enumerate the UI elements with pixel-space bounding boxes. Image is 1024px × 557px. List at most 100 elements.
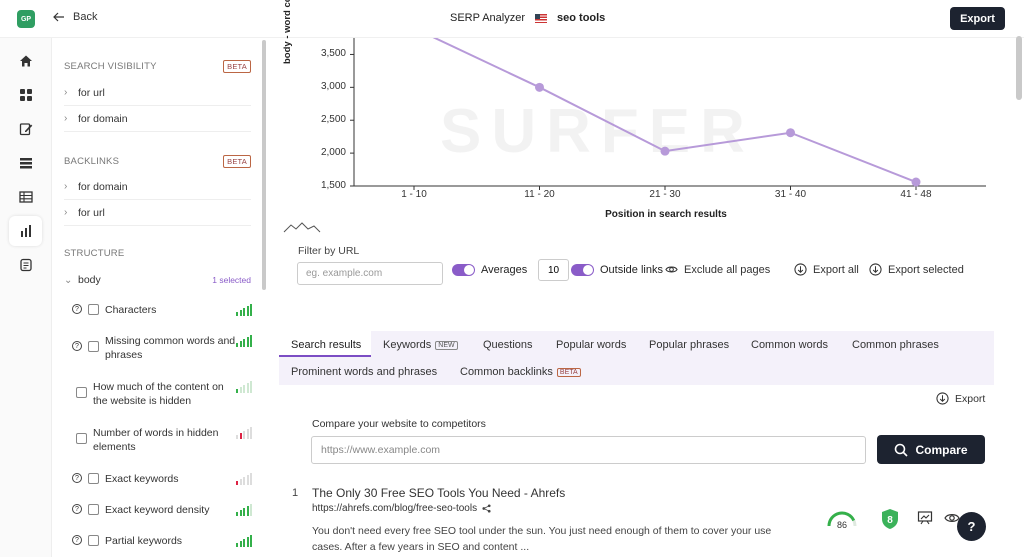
- metric-hidden-words[interactable]: Number of words in hidden elements: [76, 426, 252, 454]
- metric-checkbox[interactable]: [76, 387, 87, 398]
- filter-url-input[interactable]: [297, 262, 443, 285]
- help-icon[interactable]: ?: [72, 341, 82, 351]
- metric-checkbox[interactable]: [88, 341, 99, 352]
- y-tick-label: 1,500: [320, 180, 346, 191]
- exclude-all-pages-button[interactable]: Exclude all pages: [665, 263, 770, 276]
- tab-keywords[interactable]: Keywords NEW: [383, 339, 458, 351]
- back-button[interactable]: Back: [53, 11, 97, 23]
- rail-serp-analyzer[interactable]: [9, 216, 42, 246]
- tab-common-backlinks[interactable]: Common backlinks BETA: [460, 366, 581, 378]
- averages-count-input[interactable]: [538, 259, 569, 281]
- tab-common-words[interactable]: Common words: [751, 339, 828, 351]
- chevron-right-icon: ›: [64, 113, 68, 124]
- x-tick-label: 21 - 30: [649, 189, 681, 200]
- edit-note-icon: [19, 123, 32, 136]
- rail-grid[interactable]: [9, 80, 42, 110]
- results-tabs: [279, 331, 994, 385]
- data-point[interactable]: [911, 177, 921, 187]
- compare-label: Compare your website to competitors: [312, 418, 486, 430]
- compare-label-text: Compare: [915, 442, 968, 457]
- signal-bars-icon: [236, 472, 252, 485]
- tab-label: Keywords: [383, 339, 432, 351]
- help-icon[interactable]: ?: [72, 535, 82, 545]
- rail-document[interactable]: [9, 250, 42, 280]
- page-title-group: SERP Analyzer seo tools: [450, 12, 605, 24]
- outside-links-label: Outside links: [600, 264, 663, 276]
- bar-chart-icon: [20, 225, 31, 237]
- outside-links-toggle[interactable]: [571, 264, 594, 276]
- tab-prominent-words[interactable]: Prominent words and phrases: [291, 366, 437, 378]
- y-tick-label: 2,000: [320, 147, 346, 159]
- search-visibility-for-url[interactable]: › for url: [64, 80, 251, 106]
- metric-missing-common-words[interactable]: ? Missing common words and phrases: [72, 334, 252, 362]
- grid-icon: [19, 89, 32, 101]
- results-export-button[interactable]: Export: [936, 392, 985, 405]
- metric-exact-keywords[interactable]: ? Exact keywords: [72, 472, 252, 486]
- document-icon: [19, 258, 32, 272]
- result-title[interactable]: The Only 30 Free SEO Tools You Need - Ah…: [312, 486, 566, 500]
- search-icon: [895, 443, 909, 457]
- compare-button[interactable]: Compare: [877, 435, 985, 464]
- main-scrollbar[interactable]: [1016, 36, 1022, 100]
- tab-popular-words[interactable]: Popular words: [556, 339, 626, 351]
- tab-questions[interactable]: Questions: [483, 339, 533, 351]
- result-description: You don't need every free SEO tool under…: [312, 525, 772, 553]
- metric-checkbox[interactable]: [88, 473, 99, 484]
- score-gauge-icon: [827, 511, 857, 527]
- structure-body-group[interactable]: ⌄ body 1 selected: [64, 267, 251, 293]
- metric-checkbox[interactable]: [88, 304, 99, 315]
- help-chat-button[interactable]: ?: [957, 512, 986, 541]
- help-icon[interactable]: ?: [72, 304, 82, 314]
- export-button[interactable]: Export: [950, 7, 1005, 30]
- data-point[interactable]: [786, 128, 795, 138]
- search-visibility-header: SEARCH VISIBILITY BETA: [64, 60, 251, 73]
- share-icon[interactable]: [482, 504, 491, 513]
- backlinks-for-url[interactable]: › for url: [64, 200, 251, 226]
- metric-partial-keywords[interactable]: ? Partial keywords: [72, 534, 252, 548]
- rail-layers[interactable]: [9, 148, 42, 178]
- back-label: Back: [73, 11, 98, 23]
- export-selected-button[interactable]: Export selected: [869, 263, 964, 276]
- signal-bars-icon: [236, 334, 252, 347]
- metric-checkbox[interactable]: [88, 535, 99, 546]
- x-tick-label: 31 - 40: [774, 189, 807, 200]
- data-point[interactable]: [660, 146, 670, 156]
- averages-toggle[interactable]: [452, 264, 475, 276]
- metric-hidden-content[interactable]: How much of the content on the website i…: [76, 380, 252, 408]
- tab-popular-phrases[interactable]: Popular phrases: [649, 339, 729, 351]
- beta-badge: BETA: [556, 367, 581, 377]
- content-score: 86: [826, 510, 858, 534]
- result-url-row: https://ahrefs.com/blog/free-seo-tools: [312, 503, 491, 514]
- chevron-right-icon: ›: [64, 87, 68, 98]
- export-all-button[interactable]: Export all: [794, 263, 859, 276]
- help-icon[interactable]: ?: [72, 504, 82, 514]
- app-logo[interactable]: GP: [17, 10, 35, 28]
- series-line: [432, 38, 917, 183]
- top-bar: GP Back SERP Analyzer seo tools Export: [0, 0, 1024, 38]
- compare-url-input[interactable]: [311, 436, 866, 464]
- help-icon[interactable]: ?: [72, 473, 82, 483]
- metric-checkbox[interactable]: [88, 504, 99, 515]
- metric-characters[interactable]: ? Characters: [72, 303, 252, 317]
- presentation-chart-icon[interactable]: [917, 511, 933, 525]
- result-url[interactable]: https://ahrefs.com/blog/free-seo-tools: [312, 503, 478, 514]
- metric-checkbox[interactable]: [76, 433, 87, 444]
- rail-home[interactable]: [9, 46, 42, 76]
- panel-scrollbar[interactable]: [262, 40, 266, 290]
- row-label: for url: [78, 206, 105, 219]
- rail-editor[interactable]: [9, 114, 42, 144]
- layers-icon: [19, 158, 32, 169]
- backlinks-for-domain[interactable]: › for domain: [64, 174, 251, 200]
- new-badge: NEW: [435, 340, 458, 350]
- metric-exact-keyword-density[interactable]: ? Exact keyword density: [72, 503, 252, 517]
- tab-search-results[interactable]: Search results: [291, 339, 361, 351]
- sparkline-icon: [283, 222, 321, 233]
- data-point[interactable]: [535, 82, 544, 92]
- rail-table[interactable]: [9, 182, 42, 212]
- search-visibility-for-domain[interactable]: › for domain: [64, 106, 251, 132]
- section-title: SEARCH VISIBILITY: [64, 61, 157, 72]
- chevron-right-icon: ›: [64, 181, 68, 192]
- download-cloud-icon: [936, 392, 949, 405]
- content-score-value: 86: [836, 520, 847, 530]
- tab-common-phrases[interactable]: Common phrases: [852, 339, 939, 351]
